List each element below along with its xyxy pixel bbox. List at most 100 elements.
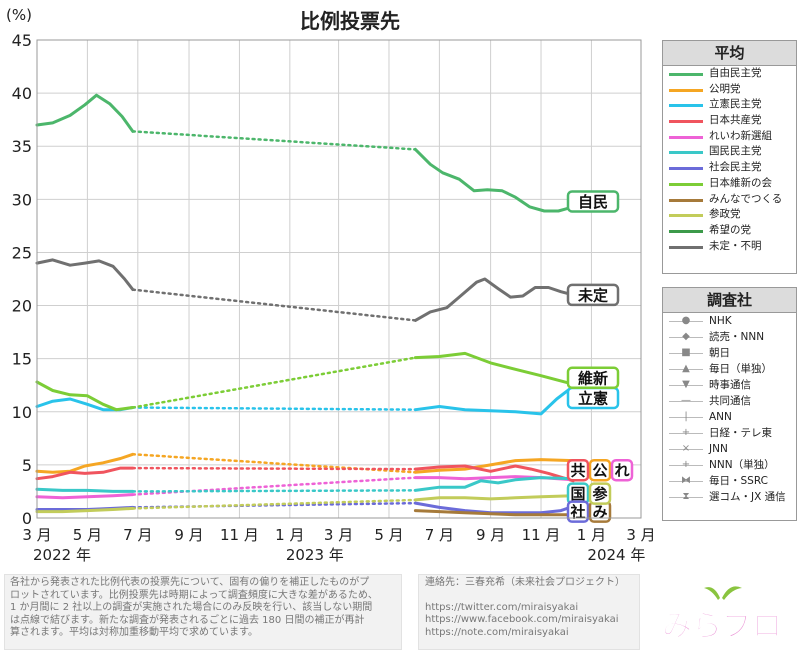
survey-item: + NNN（単独）: [663, 457, 796, 473]
survey-item: × JNN: [663, 441, 796, 457]
survey-label: JNN: [709, 443, 728, 455]
series-line: [413, 384, 575, 416]
legend-swatch: [669, 104, 703, 108]
survey-label: 共同通信: [709, 395, 751, 407]
survey-marker-icon: ▼: [682, 379, 690, 390]
legend-swatch: [669, 135, 703, 139]
y-tick-label: 5: [22, 456, 32, 475]
note-link[interactable]: https://note.com/miraisyakai: [425, 626, 569, 638]
legend-swatch: [669, 88, 703, 92]
legend-label: 国民民主党: [709, 145, 762, 158]
series-line: [35, 493, 135, 500]
end-label-text: み: [592, 503, 607, 521]
survey-label: 選コム・JX 通信: [709, 491, 786, 503]
x-tick-label: 5 月: [73, 526, 102, 544]
y-tick-label: 0: [22, 509, 32, 528]
x-tick-label: 1 月: [577, 526, 606, 544]
series-gap-connector: [131, 130, 417, 151]
year-label: 2022 年: [33, 546, 91, 564]
y-tick-label: 15: [12, 350, 32, 369]
end-label-text: 公: [592, 462, 607, 480]
series-gap-connector: [131, 356, 417, 409]
end-label-text: 社: [569, 503, 585, 521]
end-label-text: 自民: [578, 193, 608, 211]
legend-item: 日本維新の会: [663, 176, 796, 192]
series-line: [413, 351, 575, 386]
series-line: [413, 464, 575, 483]
survey-label: ANN: [709, 411, 732, 423]
legend-panel: 平均 自由民主党 公明党 立憲民主党 日本共産党 れいわ新選組 国民民主党 社会民主党 日本維…: [662, 40, 797, 274]
series-line: [413, 509, 575, 517]
x-tick-label: 3 月: [324, 526, 353, 544]
series-gap-connector: [131, 288, 417, 322]
survey-line: [669, 369, 703, 370]
survey-marker-icon: ▲: [682, 363, 690, 374]
y-tick-label: 25: [12, 243, 32, 262]
legend-label: 社会民主党: [709, 161, 762, 174]
legend-item: 国民民主党: [663, 144, 796, 160]
series-line: [413, 501, 575, 515]
legend-item: 日本共産党: [663, 113, 796, 129]
legend-title: 平均: [663, 41, 796, 66]
survey-label: NHK: [709, 315, 732, 327]
survey-line: [669, 465, 703, 466]
y-tick-label: 30: [12, 190, 32, 209]
survey-marker-icon: ■: [681, 347, 691, 358]
legend-item: みんなでつくる: [663, 192, 796, 208]
end-label-text: 未定: [577, 286, 608, 304]
note-line: 1 か月間に 2 社以上の調査が実施された場合にのみ反映を行い、該当しない期間: [10, 602, 373, 613]
survey-item: ▲ 毎日（単独）: [663, 361, 796, 377]
note-line: 算されます。平均は対称加重移動平均で求めています。: [10, 627, 258, 638]
end-label-box: [566, 283, 620, 307]
series-gap-connector: [131, 466, 417, 471]
contact-spacer: [425, 590, 633, 602]
end-label-text: れ: [614, 462, 629, 480]
facebook-link[interactable]: https://www.facebook.com/miraisyakai: [425, 614, 619, 625]
note-line: 各社から発表された比例代表の投票先について、固有の偏りを補正したものがプ: [10, 577, 370, 588]
series-line: [413, 277, 575, 322]
x-tick-label: 5 月: [374, 526, 403, 544]
method-note: 各社から発表された比例代表の投票先について、固有の偏りを補正したものがプ ロット…: [4, 574, 402, 650]
series-line: [35, 487, 135, 493]
survey-label: 毎日・SSRC: [709, 475, 768, 487]
legend-label: 日本維新の会: [709, 176, 772, 189]
year-label: 2024 年: [587, 546, 645, 564]
legend-swatch: [669, 73, 703, 76]
legend-label: 立憲民主党: [709, 98, 762, 111]
series-line: [35, 452, 135, 474]
x-tick-label: 11 月: [522, 526, 561, 544]
series-line: [413, 476, 575, 492]
survey-line: [669, 497, 703, 498]
legend-item: 未定・不明: [663, 239, 796, 255]
survey-marker-icon: ◆: [682, 331, 690, 342]
legend-label: 自由民主党: [709, 67, 762, 79]
series-line: [413, 494, 575, 502]
y-tick-label: 45: [12, 31, 32, 50]
survey-item: ⧓ 毎日・SSRC: [663, 473, 796, 489]
survey-marker-icon: +: [681, 427, 691, 438]
survey-list: ● NHK ◆ 読売・NNN ■ 朝日 ▲ 毎日（単独） ▼ 時事通信 — 共同通信 | ANN + 日経・テ…: [663, 313, 796, 505]
series-line: [35, 258, 135, 292]
series-line: [35, 506, 135, 514]
end-label-box: [588, 458, 612, 482]
survey-label: 読売・NNN: [709, 331, 765, 343]
legend-label: 未定・不明: [709, 239, 762, 252]
twitter-link[interactable]: https://twitter.com/miraisyakai: [425, 601, 579, 613]
year-label: 2023 年: [286, 546, 344, 564]
series-line: [35, 93, 135, 133]
series-line: [413, 458, 575, 474]
x-tick-label: 3 月: [626, 526, 655, 544]
survey-marker-icon: ⧓: [681, 475, 691, 486]
logo-leaf-left: [704, 587, 720, 600]
series-gap-connector: [131, 406, 417, 411]
survey-marker-icon: |: [684, 411, 688, 422]
note-line: は点線で結びます。新たな調査が発表されるごとに過去 180 日間の補正が再計: [10, 614, 365, 626]
grid-layer: [36, 39, 642, 519]
logo-text: みらプロ: [662, 609, 782, 644]
x-tick-label: 7 月: [425, 526, 454, 544]
legend-swatch: [669, 245, 703, 249]
legend-label: れいわ新選組: [709, 129, 772, 142]
legend-label: 日本共産党: [709, 114, 762, 127]
